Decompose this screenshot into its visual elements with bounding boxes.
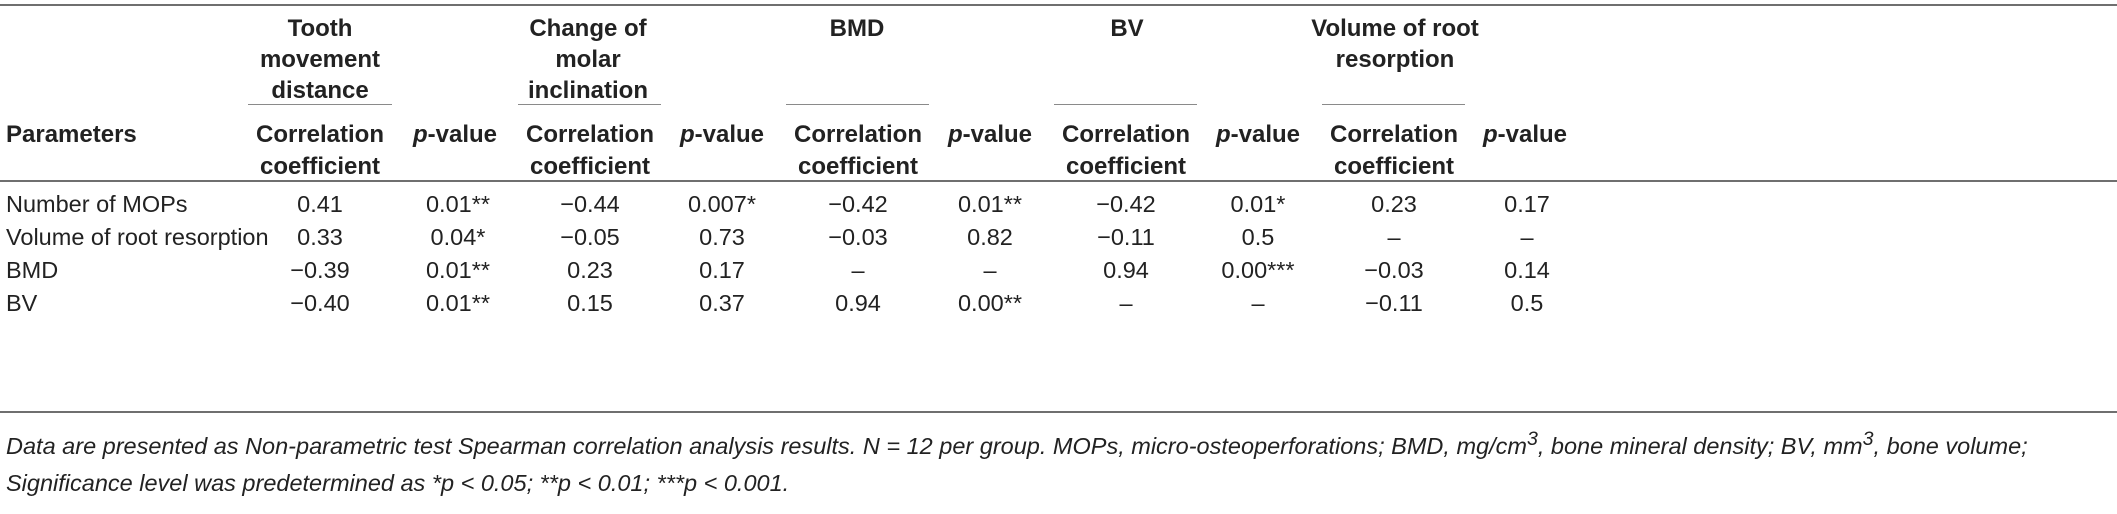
pvalue-header: p-value — [1208, 119, 1308, 151]
pvalue-cell: – — [983, 257, 997, 283]
group-header-bv: BV — [1110, 15, 1144, 42]
pvalue-header-rest: -value — [694, 121, 765, 148]
correlation-cell: −0.39 — [290, 257, 350, 283]
table-row: Volume of root resorption 0.33 0.04* −0.05 0… — [0, 219, 2117, 255]
footnote-part2: , bone mineral density; BV, mm — [1537, 432, 1863, 459]
row-label: BMD — [6, 257, 59, 283]
footnote-part3: , bone volume; Significance level was pr… — [6, 432, 2028, 496]
table-footnote: Data are presented as Non-parametric tes… — [6, 421, 2096, 502]
correlation-cell: −0.03 — [828, 224, 888, 250]
coef-header: Correlation coefficient — [1314, 119, 1474, 183]
table-row: BMD −0.39 0.01** 0.23 0.17 – – 0.94 0.00*** −0.03… — [0, 252, 2117, 288]
correlation-cell: – — [1387, 224, 1401, 250]
correlation-cell: −0.11 — [1365, 290, 1423, 316]
group-underline-bmd — [786, 104, 929, 105]
pvalue-header-rest: -value — [427, 121, 498, 148]
pvalue-header: p-value — [672, 119, 772, 151]
coef-header-line2: coefficient — [259, 153, 381, 180]
pvalue-cell: 0.01* — [1230, 191, 1286, 217]
correlation-cell: 0.41 — [297, 191, 343, 217]
group-underline-bv — [1054, 104, 1197, 105]
pvalue-cell: 0.17 — [699, 257, 745, 283]
coef-header: Correlation coefficient — [1046, 119, 1206, 183]
table-row: Number of MOPs 0.41 0.01** −0.44 0.007* −0.42… — [0, 186, 2117, 222]
coef-header: Correlation coefficient — [240, 119, 400, 183]
pvalue-header: p-value — [940, 119, 1040, 151]
table-bottom-border — [0, 411, 2117, 413]
correlation-cell: 0.23 — [567, 257, 613, 283]
coef-header-line1: Correlation — [525, 121, 654, 148]
correlation-cell: 0.94 — [835, 290, 881, 316]
correlation-cell: −0.03 — [1364, 257, 1424, 283]
coef-header-line1: Correlation — [255, 121, 384, 148]
correlation-cell: 0.15 — [567, 290, 613, 316]
correlation-cell: −0.42 — [828, 191, 888, 217]
coef-header: Correlation coefficient — [510, 119, 670, 183]
header-bottom-border — [0, 180, 2117, 182]
pvalue-cell: 0.5 — [1241, 224, 1275, 250]
group-underline-molar-inclination — [518, 104, 661, 105]
pvalue-header-italic: p — [1215, 121, 1231, 148]
coef-header-line1: Correlation — [1329, 121, 1458, 148]
pvalue-cell: 0.14 — [1504, 257, 1550, 283]
table-row: BV −0.40 0.01** 0.15 0.37 0.94 0.00** – – −0.11 0.… — [0, 285, 2117, 321]
group-underline-root-resorption — [1322, 104, 1465, 105]
correlation-cell: – — [1119, 290, 1133, 316]
pvalue-header-italic: p — [679, 121, 695, 148]
coef-header: Correlation coefficient — [778, 119, 938, 183]
correlation-cell: −0.11 — [1097, 224, 1155, 250]
footnote-part1: Data are presented as Non-parametric tes… — [6, 432, 1527, 459]
pvalue-cell: 0.00** — [957, 290, 1023, 316]
pvalue-cell: 0.37 — [699, 290, 745, 316]
pvalue-cell: 0.01** — [425, 191, 491, 217]
pvalue-cell: 0.01** — [425, 290, 491, 316]
pvalue-cell: – — [1520, 224, 1534, 250]
group-header-bmd: BMD — [829, 15, 885, 42]
row-label: BV — [6, 290, 38, 316]
group-underline-tooth-movement — [248, 104, 392, 105]
pvalue-cell: 0.82 — [967, 224, 1013, 250]
pvalue-cell: 0.00*** — [1221, 257, 1295, 283]
group-header-tooth-movement: Tooth movement distance — [259, 15, 381, 104]
pvalue-header: p-value — [405, 119, 505, 151]
pvalue-cell: 0.17 — [1504, 191, 1550, 217]
correlation-cell: 0.33 — [297, 224, 343, 250]
correlation-cell: −0.05 — [560, 224, 620, 250]
coef-header-line1: Correlation — [793, 121, 922, 148]
correlation-cell: – — [851, 257, 865, 283]
footnote-sup2: 3 — [1862, 428, 1874, 450]
coef-header-line2: coefficient — [797, 153, 919, 180]
pvalue-cell: 0.01** — [957, 191, 1023, 217]
pvalue-cell: 0.007* — [688, 191, 756, 217]
coef-header-line1: Correlation — [1061, 121, 1190, 148]
correlation-cell: −0.40 — [290, 290, 350, 316]
pvalue-cell: – — [1251, 290, 1265, 316]
pvalue-header-rest: -value — [1230, 121, 1301, 148]
correlation-cell: 0.23 — [1371, 191, 1417, 217]
group-header-molar-inclination: Change of molar inclination — [528, 15, 648, 104]
coef-header-line2: coefficient — [529, 153, 651, 180]
pvalue-header-italic: p — [1482, 121, 1498, 148]
coef-header-line2: coefficient — [1065, 153, 1187, 180]
footnote-sup1: 3 — [1526, 428, 1538, 450]
pvalue-cell: 0.73 — [699, 224, 745, 250]
pvalue-header-italic: p — [412, 121, 428, 148]
pvalue-cell: 0.01** — [425, 257, 491, 283]
pvalue-header-italic: p — [947, 121, 963, 148]
correlation-cell: −0.42 — [1096, 191, 1156, 217]
parameters-header: Parameters — [6, 121, 137, 148]
correlation-cell: −0.44 — [560, 191, 620, 217]
pvalue-header-rest: -value — [962, 121, 1033, 148]
pvalue-header-rest: -value — [1497, 121, 1568, 148]
row-label: Volume of root resorption — [6, 224, 269, 250]
pvalue-header: p-value — [1475, 119, 1575, 151]
pvalue-cell: 0.04* — [430, 224, 486, 250]
row-label: Number of MOPs — [6, 191, 188, 217]
coef-header-line2: coefficient — [1333, 153, 1455, 180]
correlation-cell: 0.94 — [1103, 257, 1149, 283]
pvalue-cell: 0.5 — [1510, 290, 1544, 316]
table-top-border — [0, 4, 2117, 6]
group-header-root-resorption: Volume of root resorption — [1311, 15, 1479, 73]
